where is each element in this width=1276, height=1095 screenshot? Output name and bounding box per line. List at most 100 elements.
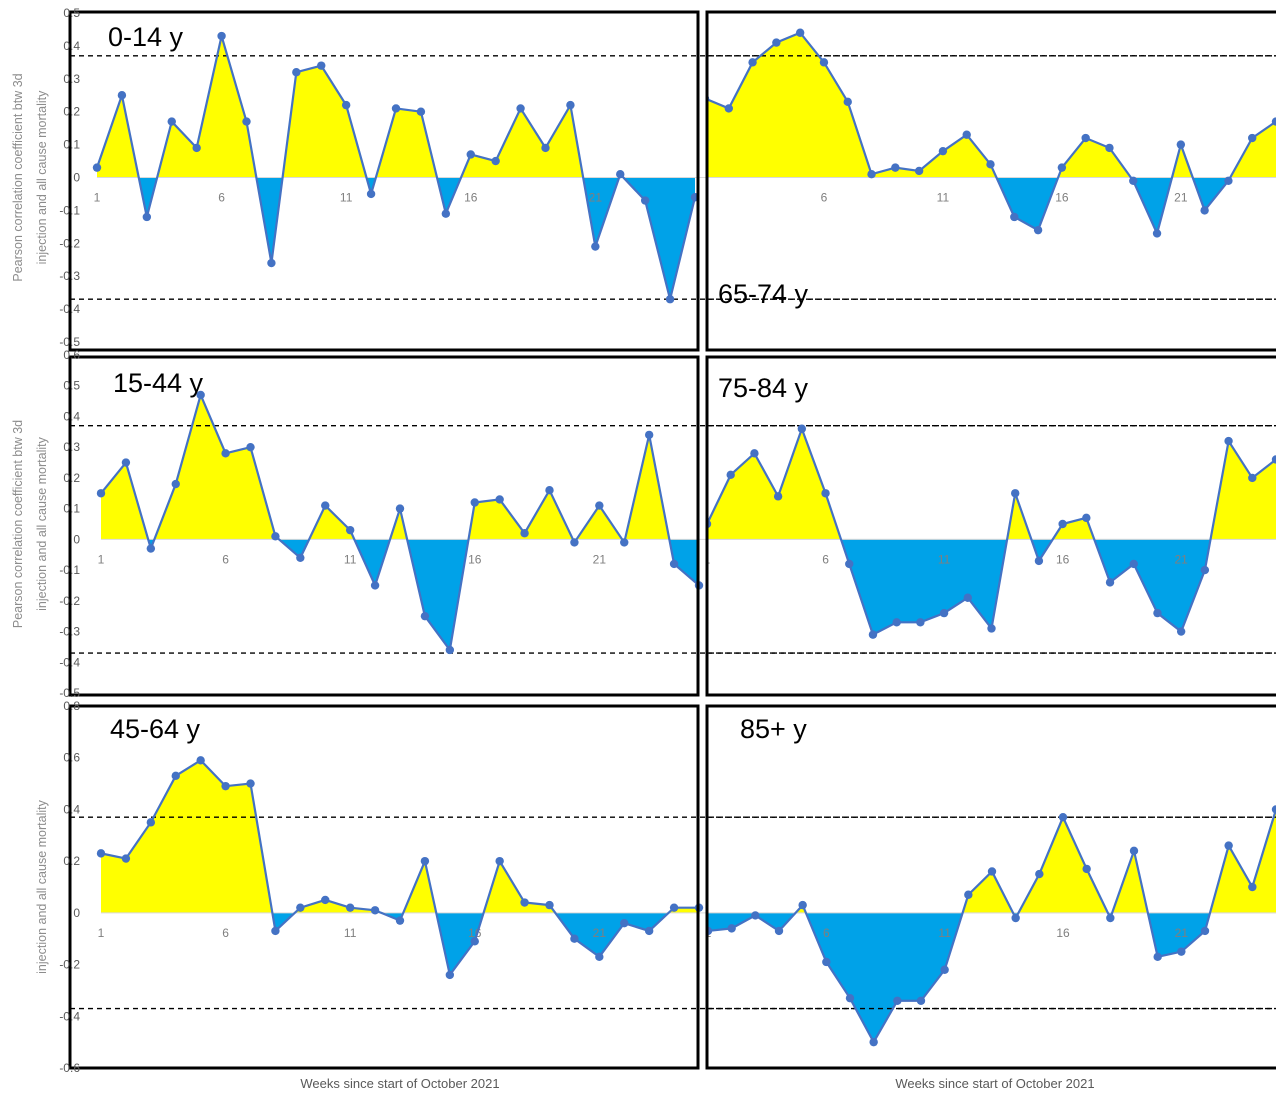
y-axis-label: injection and all cause mortality xyxy=(35,436,49,610)
panel-title: 75-84 y xyxy=(718,373,809,403)
data-point xyxy=(640,196,650,205)
data-point xyxy=(491,156,500,166)
y-tick-label: -0.4 xyxy=(59,302,80,316)
y-axis: 0.6 0.5 0.4 0.3 0.2 0.1 0 -0.1 -0.2 -0.3 -0.4 -0.5 xyxy=(59,348,80,700)
data-point xyxy=(1033,225,1043,235)
data-point xyxy=(869,1037,878,1047)
data-point xyxy=(620,919,629,928)
data-point xyxy=(541,143,550,153)
negative-area xyxy=(148,539,699,650)
data-point xyxy=(545,486,554,495)
y-tick-label: 0 xyxy=(73,171,80,185)
y-tick-label: 0.4 xyxy=(63,409,80,423)
data-point xyxy=(1106,913,1115,923)
data-point xyxy=(146,544,156,553)
data-point xyxy=(893,996,902,1005)
y-axis: 0.8 0.6 0.4 0.2 0 -0.2 -0.4 -0.6 xyxy=(59,699,80,1075)
y-tick-label: -0.1 xyxy=(59,563,80,577)
x-tick-label: 16 xyxy=(1056,926,1070,940)
y-tick-label: -0.2 xyxy=(59,594,80,608)
y-tick-label: -0.4 xyxy=(59,655,80,669)
data-point xyxy=(96,489,106,498)
data-point xyxy=(1248,882,1257,892)
data-point xyxy=(1034,556,1044,566)
data-point xyxy=(821,489,830,498)
data-point xyxy=(196,756,205,765)
x-tick-label: 1 xyxy=(704,552,711,566)
data-point xyxy=(868,630,878,639)
data-point xyxy=(987,867,997,876)
data-point xyxy=(470,498,479,507)
data-point xyxy=(1224,841,1233,850)
x-tick-label: 16 xyxy=(468,552,482,566)
data-point xyxy=(1153,952,1162,962)
data-point xyxy=(570,538,579,547)
data-point xyxy=(92,163,102,172)
x-tick-label: 6 xyxy=(222,552,229,566)
data-point xyxy=(916,996,926,1005)
y-tick-label: 0.6 xyxy=(63,751,80,765)
data-point xyxy=(246,442,255,452)
x-tick-label: 11 xyxy=(937,191,950,205)
y-tick-label: 0.6 xyxy=(63,348,80,362)
data-point xyxy=(470,937,479,946)
data-point xyxy=(1082,864,1091,874)
x-tick-label: 6 xyxy=(821,191,828,205)
data-point xyxy=(1200,206,1209,215)
panel-title: 65-74 y xyxy=(718,279,809,309)
data-point xyxy=(391,104,401,113)
data-point xyxy=(520,898,529,907)
data-point xyxy=(938,146,948,156)
data-point xyxy=(1105,143,1114,153)
data-point xyxy=(1082,513,1091,523)
y-tick-label: 0.2 xyxy=(63,471,80,485)
data-point xyxy=(962,130,971,139)
x-tick-label: 16 xyxy=(464,191,478,205)
y-tick-label: -0.3 xyxy=(59,625,80,639)
x-tick-label: 11 xyxy=(938,552,951,566)
panel-title: 15-44 y xyxy=(113,368,204,398)
data-point xyxy=(1271,455,1276,464)
data-point xyxy=(142,212,152,222)
x-tick-label: 6 xyxy=(823,926,830,940)
y-tick-label: 0.8 xyxy=(63,699,80,713)
data-point xyxy=(395,504,405,513)
x-tick-label: 6 xyxy=(222,926,229,940)
panel-border xyxy=(705,10,1276,352)
data-point xyxy=(644,430,654,440)
positive-area xyxy=(795,809,1276,913)
x-tick-label: 11 xyxy=(340,191,353,205)
data-point xyxy=(441,209,451,218)
y-tick-label: 0.5 xyxy=(63,6,80,20)
y-tick-label: 0.4 xyxy=(63,39,80,53)
x-tick-label: 21 xyxy=(1174,191,1188,205)
data-point xyxy=(1224,176,1233,185)
data-point xyxy=(117,91,127,100)
data-point xyxy=(1105,578,1115,587)
x-tick-label: 1 xyxy=(98,552,105,566)
panel-border xyxy=(68,355,700,697)
data-point xyxy=(724,104,733,113)
data-point xyxy=(845,993,855,1003)
y-tick-label: -0.3 xyxy=(59,269,80,283)
data-point xyxy=(1200,926,1210,936)
data-point xyxy=(1058,519,1067,529)
data-point xyxy=(819,58,829,67)
data-point xyxy=(665,295,675,304)
data-point xyxy=(370,581,380,590)
data-point xyxy=(644,926,654,936)
y-tick-label: 0.1 xyxy=(63,138,80,152)
data-point xyxy=(296,903,305,912)
x-tick-label: 21 xyxy=(593,926,607,940)
y-tick-label: 0.5 xyxy=(63,379,80,393)
data-point xyxy=(345,525,355,535)
data-point xyxy=(845,559,854,569)
data-point xyxy=(171,479,180,489)
x-tick-label: 16 xyxy=(1055,191,1069,205)
data-point xyxy=(1129,846,1139,855)
data-point xyxy=(773,492,783,501)
